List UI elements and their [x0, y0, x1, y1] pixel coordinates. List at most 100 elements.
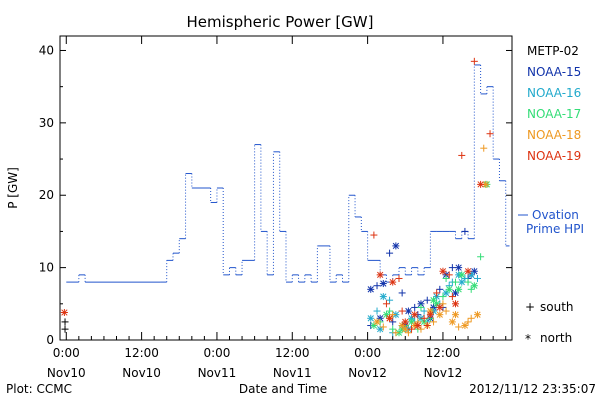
point-4-7 — [417, 325, 425, 333]
point-4-13 — [455, 323, 463, 331]
point-4-17 — [480, 144, 488, 152]
point-5-7 — [408, 325, 416, 333]
y-tick-label-4: 40 — [39, 43, 54, 57]
x-tick-time-4: 0:00 — [354, 346, 381, 360]
point-1-0 — [367, 285, 375, 293]
north-marker-symbol: * — [525, 332, 531, 346]
x-axis: 0:00 Nov10 12:00 Nov10 0:00 Nov11 12:00 Nov11 0:… — [47, 36, 507, 380]
point-4-9 — [430, 318, 438, 326]
point-d2 — [433, 300, 440, 307]
point-d2 — [427, 311, 434, 318]
point-d2 — [383, 311, 390, 318]
point-5-25 — [448, 293, 456, 301]
point-3-23 — [442, 274, 450, 282]
point-d2 — [373, 318, 381, 326]
x-axis-label: Date and Time — [239, 382, 327, 396]
x-tick-time-3: 12:00 — [275, 346, 310, 360]
point-d2 — [477, 181, 484, 188]
point-4-12 — [448, 318, 456, 326]
x-tick-day-5: Nov12 — [424, 366, 463, 380]
point-1-3 — [386, 249, 394, 257]
ovation-legend-label-1: Ovation — [532, 208, 579, 222]
x-tick-time-5: 12:00 — [426, 346, 461, 360]
point-d2 — [408, 318, 415, 326]
point-4-25 — [464, 318, 472, 326]
point-5-23 — [423, 322, 431, 330]
point-2-17 — [473, 274, 481, 282]
point-5-21 — [398, 307, 406, 315]
point-5-22 — [411, 311, 419, 319]
point-4-1 — [379, 323, 387, 331]
point-1-19 — [389, 318, 397, 326]
point-d2 — [417, 300, 425, 307]
point-5-12 — [439, 267, 447, 275]
point-1-5 — [398, 289, 406, 297]
point-d2 — [455, 286, 462, 293]
point-1-7 — [411, 303, 419, 311]
point-1-8 — [417, 300, 425, 308]
legend-item-metp-02: METP-02 — [527, 44, 579, 58]
y-tick-label-2: 20 — [39, 188, 54, 202]
point-5-15 — [458, 151, 466, 159]
x-tick-day-1: Nov10 — [122, 366, 161, 380]
point-2-21 — [420, 307, 428, 315]
y-axis: 0 10 20 30 40 — [39, 43, 512, 347]
x-tick-day-0: Nov10 — [47, 366, 86, 380]
ovation-hpi-series — [66, 64, 510, 283]
point-5-14 — [452, 300, 459, 308]
legend-item-noaa-17: NOAA-17 — [527, 107, 581, 121]
point-3-16 — [470, 282, 478, 290]
marker-legend: + south * north — [525, 300, 574, 346]
point-5-18 — [477, 180, 485, 188]
point-3-21 — [417, 303, 425, 311]
point-3-25 — [467, 285, 475, 293]
point-d2 — [411, 311, 418, 318]
point-2-0 — [367, 314, 375, 322]
point-3-12 — [445, 285, 453, 293]
point-3-14 — [458, 271, 466, 279]
point-5-10 — [426, 311, 434, 319]
point-2-3 — [386, 296, 394, 304]
point-3-15 — [464, 278, 472, 286]
legend-item-noaa-18: NOAA-18 — [527, 128, 581, 142]
point-2-24 — [458, 278, 466, 286]
point-1-6 — [404, 307, 412, 315]
chart-title: Hemispheric Power [GW] — [187, 13, 374, 31]
point-d2 — [439, 268, 447, 275]
point-d2 — [402, 318, 409, 326]
point-d2 — [474, 311, 481, 318]
point-4-24 — [452, 311, 459, 319]
x-tick-time-2: 0:00 — [203, 346, 230, 360]
point-d2 — [386, 315, 393, 322]
point-d2 — [471, 282, 478, 289]
x-tick-day-2: Nov11 — [198, 366, 237, 380]
point-1-14 — [455, 264, 463, 272]
point-1-11 — [436, 285, 444, 293]
point-3-24 — [455, 285, 463, 293]
plot-source: Plot: CCMC — [6, 382, 72, 396]
point-d2 — [468, 271, 475, 279]
legend-item-noaa-19: NOAA-19 — [527, 149, 581, 163]
point-5-24 — [436, 303, 444, 311]
plot-frame — [59, 35, 513, 341]
point-d2 — [446, 286, 453, 293]
y-tick-label-3: 30 — [39, 116, 54, 130]
point-1-1 — [373, 282, 381, 290]
point-5-8 — [414, 322, 422, 330]
ovation-legend-label-2: Prime HPI — [526, 222, 584, 236]
point-3-17 — [477, 253, 485, 261]
south-marker-symbol: + — [525, 300, 535, 314]
point-5-5 — [395, 274, 403, 282]
point-4-10 — [436, 311, 444, 319]
point-5-0 — [60, 308, 68, 316]
point-4-16 — [473, 311, 481, 319]
point-5-4 — [389, 278, 397, 286]
point-d2 — [402, 325, 409, 333]
point-d2 — [405, 307, 412, 315]
point-4-20 — [401, 325, 409, 333]
point-5-20 — [386, 314, 394, 322]
legend-item-noaa-16: NOAA-16 — [527, 86, 581, 100]
point-4-15 — [467, 314, 475, 322]
point-d2 — [430, 297, 437, 304]
south-marker-label: south — [540, 300, 574, 314]
